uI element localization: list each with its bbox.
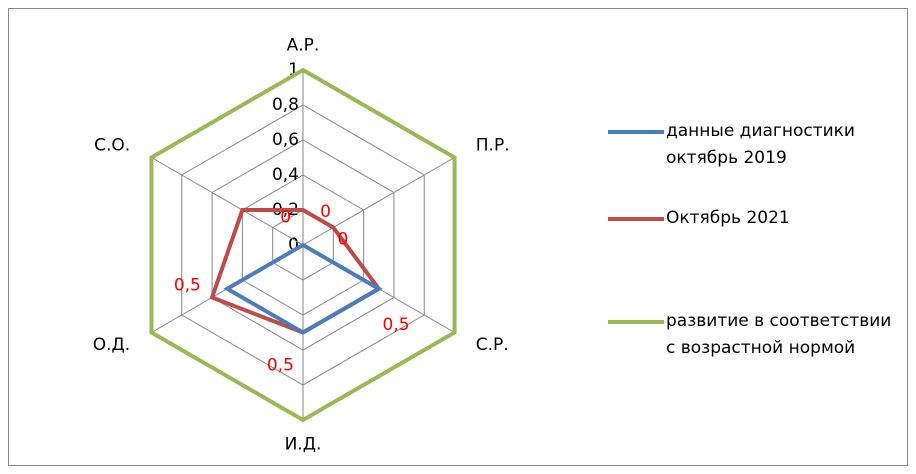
category-label: А.Р. — [287, 36, 320, 56]
category-label: О.Д. — [93, 335, 130, 355]
category-label: П.Р. — [476, 135, 510, 155]
chart-border — [8, 8, 908, 466]
legend-label: Октябрь 2021 — [666, 208, 790, 228]
legend-label: развитие в соответствии с возрастной нор… — [666, 311, 892, 358]
category-label: С.Р. — [476, 335, 509, 355]
data-label: 0,5 — [383, 315, 410, 335]
category-label: С.О. — [94, 135, 130, 155]
data-label: 0,5 — [267, 356, 294, 376]
series-line — [209, 208, 382, 335]
series-line — [149, 67, 457, 423]
data-label: 0,5 — [174, 276, 201, 296]
data-label: 0 — [320, 202, 331, 222]
legend-label: данные диагностики октябрь 2019 — [666, 121, 855, 168]
spoke — [302, 157, 455, 246]
category-label: И.Д. — [285, 435, 322, 455]
data-label: 0 — [337, 229, 348, 249]
series-line — [223, 242, 383, 335]
r-tick-label: 0,4 — [272, 165, 299, 185]
r-tick-label: 0 — [288, 235, 299, 255]
r-tick-label: 0,6 — [272, 130, 299, 150]
r-tick-label: 1 — [288, 60, 299, 80]
data-label: 0 — [280, 208, 291, 228]
r-tick-label: 0,8 — [272, 95, 299, 115]
spoke — [151, 157, 304, 246]
